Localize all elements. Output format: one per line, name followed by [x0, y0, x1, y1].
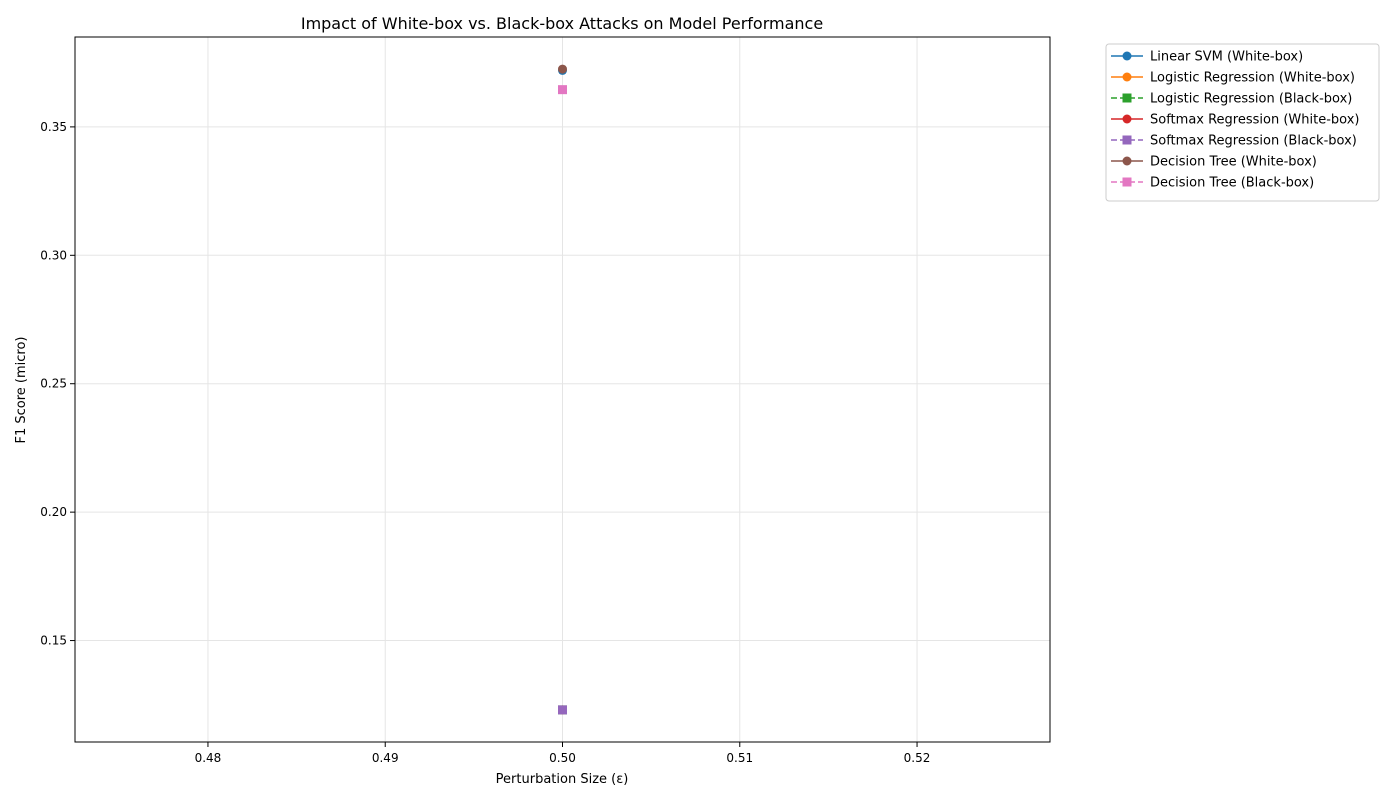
axis-ticks: 0.48 0.49 0.50 0.51 0.52 0.15 0.20 0.25 0.30 0.35 [40, 120, 930, 765]
x-tick-label: 0.49 [372, 751, 399, 765]
x-tick-label: 0.48 [195, 751, 222, 765]
data-point [558, 85, 567, 95]
legend-label: Softmax Regression (White-box) [1150, 113, 1359, 128]
legend-label: Logistic Regression (White-box) [1150, 71, 1355, 86]
chart-title: Impact of White-box vs. Black-box Attack… [301, 14, 823, 33]
y-tick-label: 0.25 [40, 377, 67, 391]
legend-label: Softmax Regression (Black-box) [1150, 134, 1357, 149]
x-axis-label: Perturbation Size (ε) [496, 772, 629, 787]
y-tick-label: 0.30 [40, 248, 67, 262]
legend: Linear SVM (White-box) Logistic Regressio… [1105, 43, 1380, 202]
legend-marker [1122, 72, 1132, 82]
legend-label: Linear SVM (White-box) [1150, 50, 1303, 65]
legend-marker [1122, 114, 1132, 124]
legend-label: Decision Tree (Black-box) [1150, 176, 1314, 191]
grid [75, 37, 1050, 742]
data-point [558, 64, 567, 74]
legend-marker [1122, 51, 1132, 61]
legend-label: Logistic Regression (Black-box) [1150, 92, 1352, 107]
y-tick-label: 0.20 [40, 505, 67, 519]
y-tick-label: 0.15 [40, 634, 67, 648]
y-axis-label: F1 Score (micro) [14, 336, 29, 443]
legend-label: Decision Tree (White-box) [1150, 155, 1317, 170]
legend-marker [1122, 156, 1132, 166]
legend-marker [1122, 177, 1132, 187]
y-tick-label: 0.35 [40, 120, 67, 134]
x-tick-label: 0.50 [549, 751, 576, 765]
legend-box [1105, 43, 1380, 202]
legend-marker [1122, 135, 1132, 145]
x-tick-label: 0.51 [726, 751, 753, 765]
x-tick-label: 0.52 [904, 751, 931, 765]
plot-area [558, 64, 567, 715]
data-point [558, 705, 567, 715]
legend-marker [1122, 93, 1132, 103]
